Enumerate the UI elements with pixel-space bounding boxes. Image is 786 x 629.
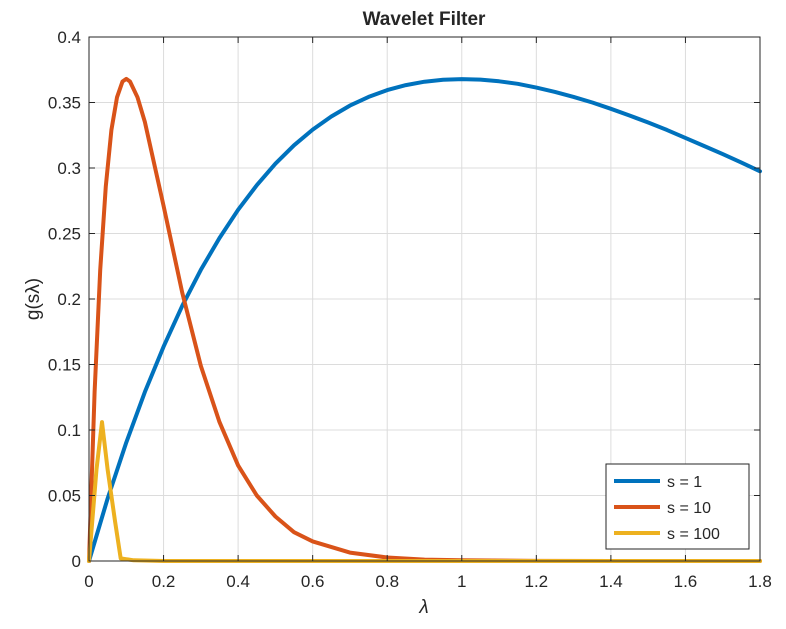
y-tick-label: 0.35 (48, 94, 81, 113)
y-tick-label: 0.3 (57, 159, 81, 178)
x-tick-label: 1.6 (674, 572, 698, 591)
legend-label-1: s = 1 (667, 474, 702, 491)
y-axis-ticks: 0 0.05 0.1 0.15 0.2 0.25 0.3 0.35 0.4 (48, 28, 760, 571)
chart-title: Wavelet Filter (363, 9, 486, 30)
x-tick-label: 0.8 (375, 572, 399, 591)
x-axis-ticks: 0 0.2 0.4 0.6 0.8 1 1.2 1.4 1.6 1.8 (84, 37, 772, 591)
y-tick-label: 0.4 (57, 28, 81, 47)
legend-label-2: s = 10 (667, 500, 711, 517)
x-tick-label: 1.2 (525, 572, 549, 591)
x-tick-label: 0.6 (301, 572, 325, 591)
y-tick-label: 0 (72, 552, 81, 571)
x-tick-label: 1.4 (599, 572, 623, 591)
x-tick-label: 0.2 (152, 572, 176, 591)
legend-label-3: s = 100 (667, 526, 720, 543)
x-tick-label: 1 (457, 572, 466, 591)
x-tick-label: 0 (84, 572, 93, 591)
x-axis-label: λ (418, 597, 428, 618)
y-axis-label: g(sλ) (23, 278, 44, 320)
y-tick-label: 0.25 (48, 225, 81, 244)
y-tick-label: 0.1 (57, 421, 81, 440)
y-tick-label: 0.2 (57, 290, 81, 309)
series-line-1 (87, 77, 762, 563)
x-tick-label: 0.4 (226, 572, 250, 591)
y-tick-label: 0.15 (48, 356, 81, 375)
legend: s = 1 s = 10 s = 100 (605, 463, 750, 550)
x-tick-label: 1.8 (748, 572, 772, 591)
plot-area: 0 0.2 0.4 0.6 0.8 1 1.2 1.4 1.6 1.8 00.050.10.150… (48, 28, 772, 591)
y-tick-label: 0.05 (48, 487, 81, 506)
